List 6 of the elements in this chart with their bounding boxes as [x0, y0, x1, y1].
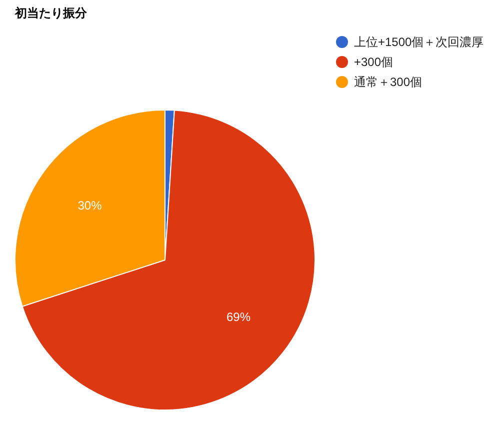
legend-label: 上位+1500個＋次回濃厚 — [354, 35, 484, 49]
data-label: 30% — [78, 198, 102, 212]
chart-title: 初当たり振分 — [14, 6, 88, 20]
data-label: 69% — [226, 310, 251, 324]
legend-label: 通常＋300個 — [354, 75, 422, 89]
legend-label: +300個 — [354, 55, 394, 69]
